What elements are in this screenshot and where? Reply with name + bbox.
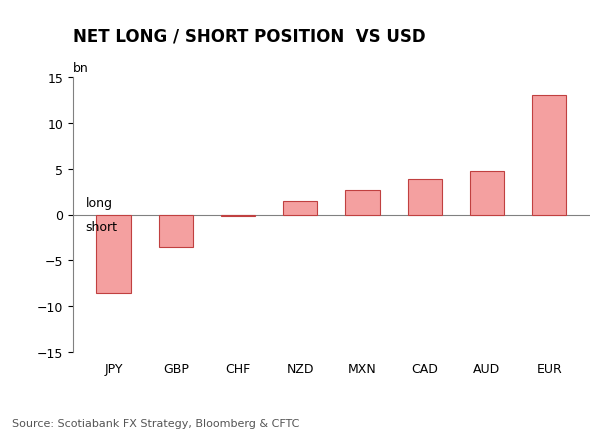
Bar <box>283 201 317 215</box>
Bar <box>159 215 193 247</box>
Text: NET LONG / SHORT POSITION  VS USD: NET LONG / SHORT POSITION VS USD <box>73 28 426 46</box>
Bar <box>407 179 442 215</box>
Bar <box>221 215 255 217</box>
Text: long: long <box>86 197 112 210</box>
Bar <box>97 215 131 293</box>
Bar <box>532 96 566 215</box>
Bar <box>345 190 379 215</box>
Text: short: short <box>86 220 117 233</box>
Text: Source: Scotiabank FX Strategy, Bloomberg & CFTC: Source: Scotiabank FX Strategy, Bloomber… <box>12 418 300 428</box>
Text: bn: bn <box>73 62 89 75</box>
Bar <box>470 172 504 215</box>
